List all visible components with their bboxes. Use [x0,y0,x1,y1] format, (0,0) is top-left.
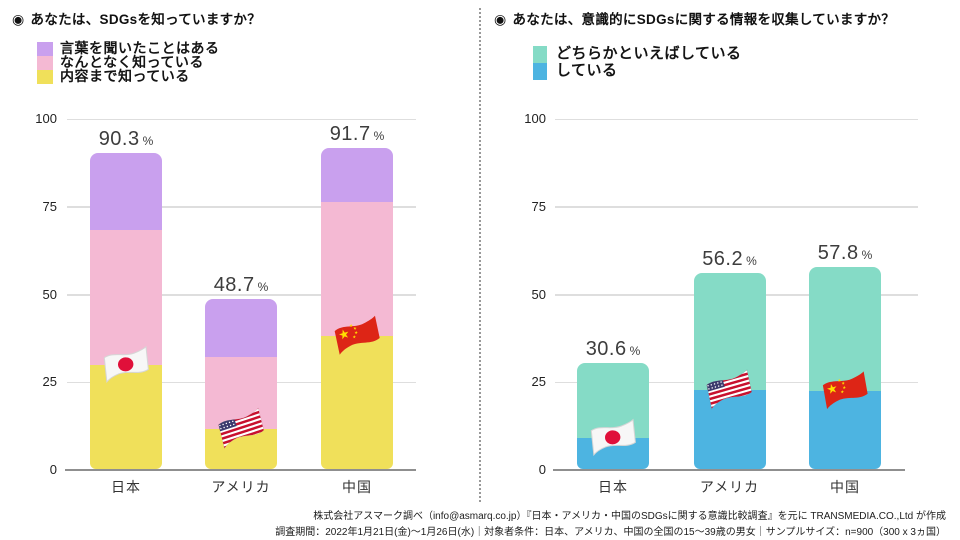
percent-unit: % [861,248,873,263]
china-flag-icon [818,367,871,415]
bar-value-label: 91.7% [287,122,427,148]
category-label-アメリカ: アメリカ [211,479,271,495]
bar-value-label: 48.7% [171,273,311,299]
category-label-中国: 中国 [830,479,860,495]
bar-segment-なんとなく知っている [321,201,393,336]
legend-label-0: 言葉を聞いたことはある [60,40,220,56]
vertical-dotted-divider [479,8,481,502]
bar-segment-内容まで知っている [321,335,393,469]
y-tick-label-75: 75 [42,198,57,214]
bar-value-number: 56.2 [702,247,744,270]
bar-segment-なんとなく知っている [90,229,162,365]
bar-segment-している [693,389,766,469]
legend-label-0: どちらかといえばしている [556,45,742,62]
y-tick-label-0: 0 [49,462,57,477]
right-chart-title: ◉ あなたは、意識的にSDGsに関する情報を収集していますか？ [494,8,895,28]
bar-value-number: 48.7 [213,274,255,297]
y-tick-label-25: 25 [42,374,57,390]
bar-日本 [577,362,649,469]
right-chart-title-text: あなたは、意識的にSDGsに関する情報を収集していますか？ [512,12,896,27]
gridline-100 [555,118,918,120]
bar-value-label: 57.8% [775,241,915,267]
usa-flag-icon [702,366,756,415]
y-tick-label-25: 25 [531,374,546,390]
footer-source-line: 株式会社アスマーク調べ（info@asmarq.co.jp）『日本・アメリカ・中… [313,511,946,522]
y-tick-label-75: 75 [531,198,546,214]
bar-日本 [90,153,162,469]
y-tick-label-100: 100 [524,111,546,126]
y-tick-label-50: 50 [42,286,57,302]
y-tick-label-100: 100 [35,111,57,126]
footer-credits: 株式会社アスマーク調べ（info@asmarq.co.jp）『日本・アメリカ・中… [275,509,946,540]
gridline-75 [555,206,918,208]
bar-中国 [809,267,881,469]
bar-value-label: 90.3% [56,127,196,153]
bullseye-icon: ◉ [12,11,25,27]
bullseye-icon: ◉ [494,11,507,27]
percent-unit: % [746,253,757,268]
bar-中国 [321,148,393,469]
x-axis-line [65,469,416,471]
legend-swatch-0 [533,46,547,63]
x-axis-line [553,469,905,471]
gridline-50 [67,294,416,296]
japan-flag-icon [588,416,639,461]
bar-segment-言葉を聞いたことはある [205,299,277,357]
category-label-日本: 日本 [111,479,141,495]
bar-segment-どちらかといえばしている [577,362,649,439]
category-label-日本: 日本 [598,479,628,495]
bar-value-number: 57.8 [817,242,859,265]
bar-value-label: 30.6% [543,337,683,363]
usa-flag-icon [213,404,268,454]
bar-アメリカ [693,272,766,469]
legend-swatch-0 [37,42,53,56]
legend-swatch-1 [37,56,53,70]
percent-unit: % [257,280,269,295]
y-tick-label-50: 50 [531,286,546,302]
bar-segment-どちらかといえばしている [809,267,881,392]
bar-value-number: 90.3 [98,128,140,151]
gridline-75 [67,206,416,208]
legend-label-2: 内容まで知っている [60,68,190,84]
legend-label-1: している [556,62,618,79]
bar-segment-している [809,390,881,469]
percent-unit: % [373,129,385,144]
category-label-中国: 中国 [342,479,372,495]
legend-label-1: なんとなく知っている [60,54,204,70]
left-chart-title: ◉ あなたは、SDGsを知っていますか？ [12,8,261,28]
bar-value-number: 91.7 [329,123,371,146]
bar-value-label: 56.2% [660,247,800,273]
bar-segment-言葉を聞いたことはある [321,148,393,203]
bar-segment-どちらかといえばしている [693,272,766,391]
footer-survey-line: 調査期間：2022年1月21日(金)〜1月26日(水)｜対象者条件：日本、アメリ… [275,526,946,538]
percent-unit: % [142,134,154,149]
legend-swatch-2 [37,70,53,84]
y-tick-label-0: 0 [538,462,546,477]
japan-flag-icon [101,342,152,387]
percent-unit: % [629,343,641,358]
bar-アメリカ [205,299,277,469]
bar-value-number: 30.6 [585,337,627,360]
left-chart-title-text: あなたは、SDGsを知っていますか？ [30,12,262,27]
bar-segment-内容まで知っている [90,364,162,469]
category-label-アメリカ: アメリカ [699,479,760,495]
gridline-100 [67,118,416,120]
bar-segment-言葉を聞いたことはある [90,153,162,231]
legend-swatch-1 [533,63,547,80]
china-flag-icon [330,311,384,360]
bar-segment-なんとなく知っている [205,356,277,429]
